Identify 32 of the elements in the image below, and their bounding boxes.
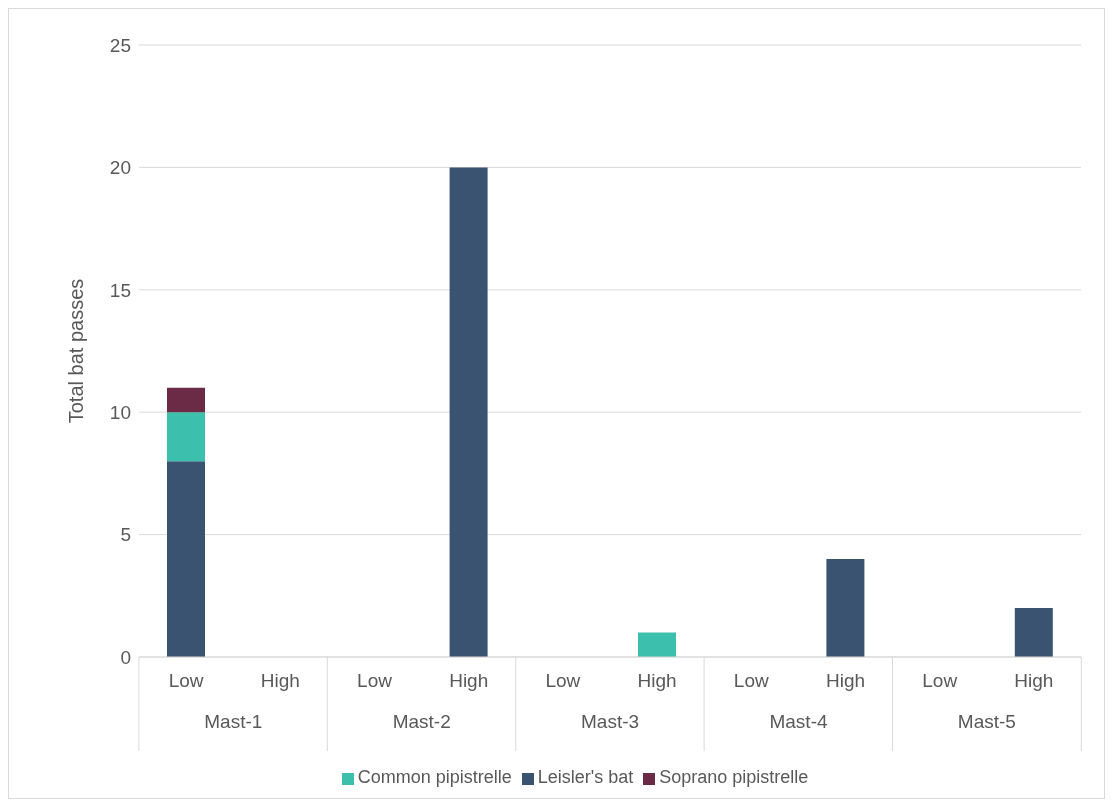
legend-label: Soprano pipistrelle — [659, 767, 809, 787]
x-tick-label: High — [449, 670, 489, 691]
x-tick-label: Low — [733, 670, 769, 691]
text: Mast-1 — [204, 711, 263, 732]
y-tick-label: 15 — [109, 279, 131, 301]
x-tick-label: Low — [545, 670, 581, 691]
bar — [1014, 608, 1053, 657]
text: Mast-3 — [581, 711, 640, 732]
bar — [449, 167, 488, 657]
x-tick-label: Low — [168, 670, 204, 691]
x-tick-label: High — [1014, 670, 1054, 691]
bar — [167, 387, 205, 413]
bar — [167, 412, 205, 462]
x-tick-label: High — [637, 670, 677, 691]
text: Mast-2 — [392, 711, 451, 732]
text: Mast-5 — [957, 711, 1016, 732]
x-tick-label: Low — [922, 670, 958, 691]
bar — [826, 559, 865, 657]
y-axis-title: Total bat passes — [65, 278, 88, 424]
y-tick-label: 25 — [109, 34, 131, 56]
x-tick-label: High — [260, 670, 300, 691]
bar — [167, 461, 205, 657]
y-tick-label: 0 — [120, 646, 131, 668]
legend-label: Leisler's bat — [537, 767, 634, 787]
legend-label: Common pipistrelle — [357, 767, 512, 787]
bar — [638, 632, 676, 657]
y-tick-label: 10 — [109, 401, 131, 423]
y-tick-label: 20 — [109, 157, 131, 179]
text: Mast-4 — [769, 711, 828, 732]
x-tick-label: High — [825, 670, 866, 691]
x-tick-label: Low — [357, 670, 393, 691]
y-tick-label: 5 — [120, 524, 131, 546]
